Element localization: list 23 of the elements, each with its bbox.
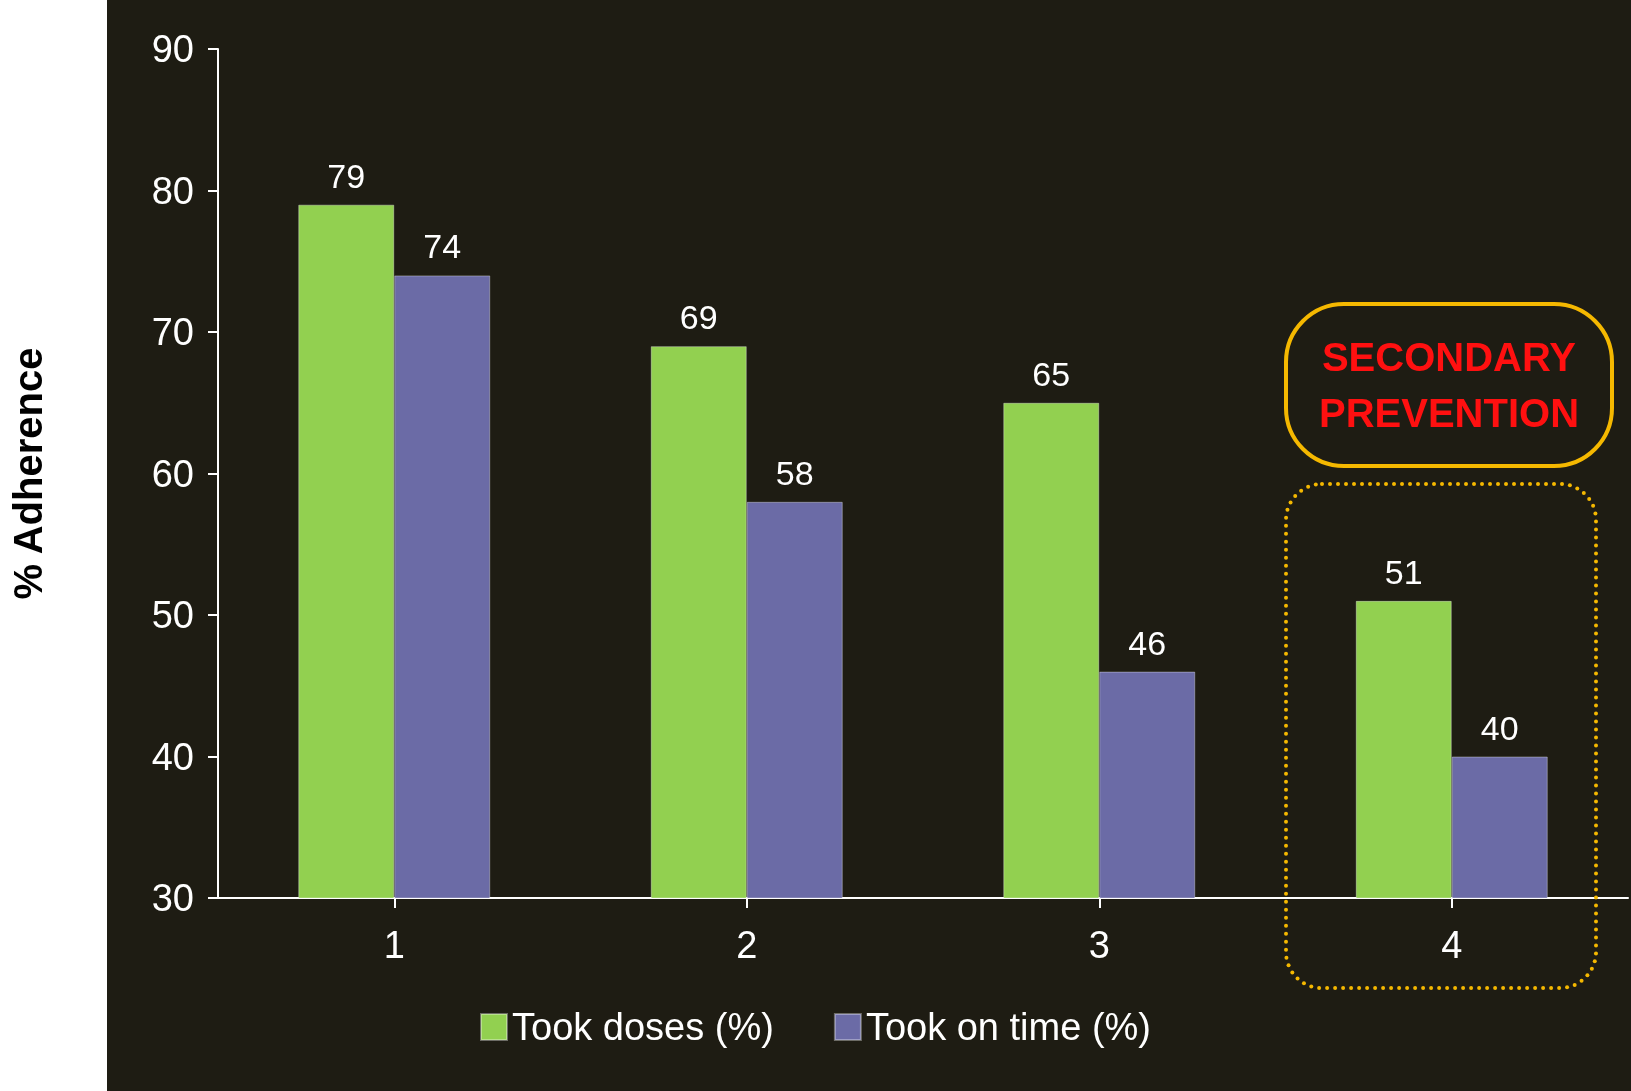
y-tick-label: 90 [151, 28, 194, 70]
y-tick-label: 80 [151, 169, 194, 212]
y-tick-label: 70 [151, 311, 194, 353]
y-tick-label: 40 [151, 735, 194, 778]
legend-label: Took on time (%) [865, 1006, 1151, 1048]
annotation: SECONDARY PREVENTION [1319, 334, 1580, 437]
x-tick-label: 4 [1441, 924, 1463, 966]
y-tick-label: 50 [151, 594, 194, 636]
x-tick-label: 1 [383, 924, 405, 966]
data-label: 74 [423, 227, 462, 266]
y-tick-label: 60 [151, 452, 194, 495]
data-label: 65 [1032, 354, 1071, 393]
legend-label: Took doses (%) [512, 1006, 774, 1048]
data-label: 46 [1128, 623, 1167, 662]
x-tick-label: 3 [1088, 924, 1110, 966]
data-label: 40 [1480, 708, 1519, 747]
data-label: 51 [1384, 552, 1423, 591]
y-tick-label: 30 [151, 877, 194, 919]
data-label: 69 [679, 298, 718, 337]
data-label: 58 [775, 453, 814, 492]
x-tick-label: 2 [736, 924, 758, 966]
y-axis-title: % Adherence [6, 347, 50, 600]
data-label: 79 [327, 156, 366, 195]
